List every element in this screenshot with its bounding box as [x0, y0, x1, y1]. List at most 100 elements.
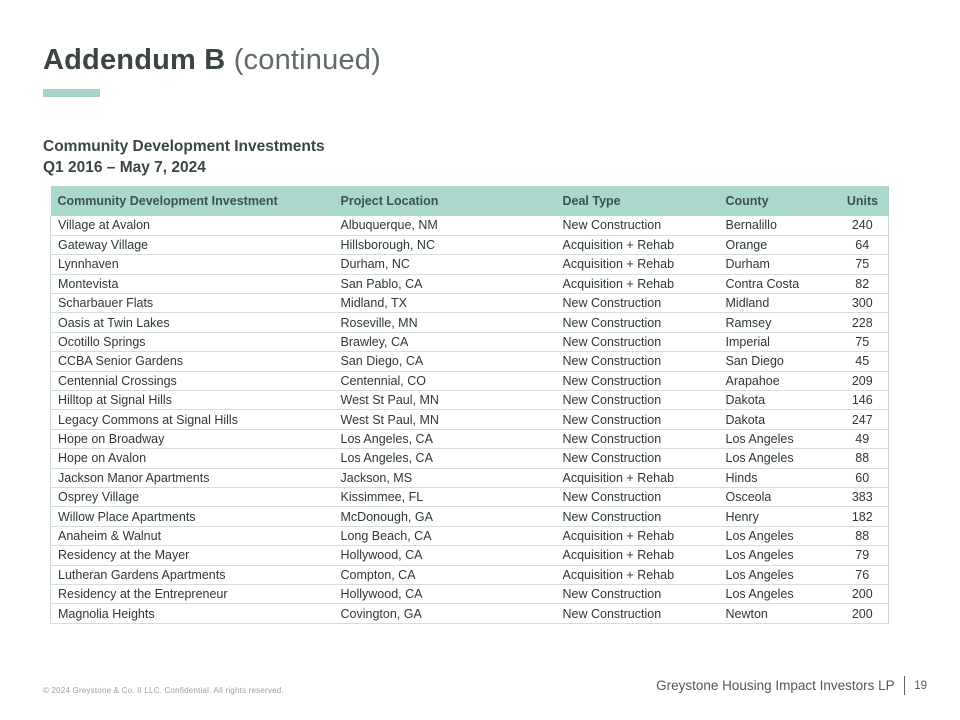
cell-location: Los Angeles, CA: [333, 429, 556, 450]
column-header-units: Units: [836, 186, 889, 216]
table-row: Gateway Village Hillsborough, NC Acquisiti…: [50, 235, 889, 256]
table-row: Hilltop at Signal Hills West St Paul, MN N…: [50, 390, 889, 411]
cell-location: Kissimmee, FL: [333, 487, 556, 508]
cell-units: 146: [836, 390, 889, 411]
cell-deal-type: New Construction: [555, 390, 719, 411]
footer-right: Greystone Housing Impact Investors LP 19: [656, 676, 927, 695]
cell-investment: Osprey Village: [50, 487, 334, 508]
cell-deal-type: New Construction: [555, 584, 719, 605]
cell-deal-type: New Construction: [555, 351, 719, 372]
cell-deal-type: Acquisition + Rehab: [555, 468, 719, 488]
table-row: Jackson Manor Apartments Jackson, MS Acqui…: [50, 468, 889, 488]
table-row: Lutheran Gardens Apartments Compton, CA Ac…: [50, 565, 889, 585]
cell-investment: Scharbauer Flats: [50, 293, 334, 314]
cell-county: Los Angeles: [718, 429, 837, 450]
page-title: Addendum B (continued): [43, 44, 381, 77]
table-row: CCBA Senior Gardens San Diego, CA New Cons…: [50, 351, 889, 372]
cell-county: Los Angeles: [718, 584, 837, 605]
cell-county: Newton: [718, 603, 837, 624]
cell-county: Contra Costa: [718, 274, 837, 295]
footer-company: Greystone Housing Impact Investors LP: [656, 678, 895, 693]
cell-county: Dakota: [718, 409, 837, 430]
table-row: Hope on Broadway Los Angeles, CA New Const…: [50, 429, 889, 450]
cell-units: 300: [836, 293, 889, 314]
cell-deal-type: Acquisition + Rehab: [555, 545, 719, 566]
cell-investment: CCBA Senior Gardens: [50, 351, 334, 372]
page-title-suffix: (continued): [225, 44, 381, 76]
cell-deal-type: New Construction: [555, 603, 719, 624]
cell-units: 182: [836, 506, 889, 527]
table-header: Community Development Investment Project …: [50, 186, 889, 216]
page-title-main: Addendum B: [43, 44, 226, 76]
cell-investment: Magnolia Heights: [50, 603, 334, 624]
cell-county: Bernalillo: [718, 216, 837, 236]
cell-location: Brawley, CA: [333, 332, 556, 353]
cell-location: West St Paul, MN: [333, 409, 556, 430]
cell-deal-type: Acquisition + Rehab: [555, 235, 719, 256]
footer-divider: [903, 676, 906, 695]
cell-location: West St Paul, MN: [333, 390, 556, 411]
cell-county: Orange: [718, 235, 837, 256]
cell-county: Henry: [718, 506, 837, 527]
cell-units: 383: [836, 487, 889, 508]
cell-units: 75: [836, 332, 889, 353]
cell-location: Hillsborough, NC: [333, 235, 556, 256]
cell-units: 82: [836, 274, 889, 295]
table-row: Osprey Village Kissimmee, FL New Construct…: [50, 487, 889, 508]
cell-investment: Centennial Crossings: [50, 371, 334, 392]
table-row: Montevista San Pablo, CA Acquisition + Reh…: [50, 274, 889, 295]
table-row: Anaheim & Walnut Long Beach, CA Acquisitio…: [50, 526, 889, 547]
cell-county: Dakota: [718, 390, 837, 411]
cell-investment: Anaheim & Walnut: [50, 526, 334, 547]
cell-units: 247: [836, 409, 889, 430]
cell-location: Covington, GA: [333, 603, 556, 624]
cell-location: Los Angeles, CA: [333, 448, 556, 469]
table-row: Oasis at Twin Lakes Roseville, MN New Cons…: [50, 312, 889, 333]
table-row: Lynnhaven Durham, NC Acquisition + Rehab Du…: [50, 254, 889, 275]
cell-location: Durham, NC: [333, 254, 556, 275]
table-row: Legacy Commons at Signal Hills West St Pa…: [50, 409, 889, 430]
section-subtitle: Community Development Investments Q1 201…: [43, 136, 325, 178]
cell-units: 200: [836, 584, 889, 605]
cell-county: Los Angeles: [718, 526, 837, 547]
cell-units: 76: [836, 565, 889, 585]
cell-investment: Jackson Manor Apartments: [50, 468, 334, 488]
cell-location: McDonough, GA: [333, 506, 556, 527]
cell-location: Hollywood, CA: [333, 545, 556, 566]
cell-location: Albuquerque, NM: [333, 216, 556, 236]
cell-units: 79: [836, 545, 889, 566]
table-row: Scharbauer Flats Midland, TX New Construct…: [50, 293, 889, 314]
column-header-county: County: [718, 186, 837, 216]
cell-investment: Willow Place Apartments: [50, 506, 334, 527]
cell-units: 45: [836, 351, 889, 372]
cell-deal-type: Acquisition + Rehab: [555, 254, 719, 275]
cell-deal-type: New Construction: [555, 332, 719, 353]
cell-location: San Diego, CA: [333, 351, 556, 372]
table-row: Residency at the Mayer Hollywood, CA Acqui…: [50, 545, 889, 566]
cell-units: 209: [836, 371, 889, 392]
subtitle-line-1: Community Development Investments: [43, 138, 325, 155]
cell-location: Centennial, CO: [333, 371, 556, 392]
cell-deal-type: Acquisition + Rehab: [555, 526, 719, 547]
cell-units: 240: [836, 216, 889, 236]
cell-location: Roseville, MN: [333, 312, 556, 333]
cell-county: Durham: [718, 254, 837, 275]
cell-location: Long Beach, CA: [333, 526, 556, 547]
cell-investment: Lynnhaven: [50, 254, 334, 275]
cell-deal-type: New Construction: [555, 293, 719, 314]
cell-location: Midland, TX: [333, 293, 556, 314]
cell-units: 49: [836, 429, 889, 450]
cell-investment: Ocotillo Springs: [50, 332, 334, 353]
cell-location: San Pablo, CA: [333, 274, 556, 295]
cell-county: Arapahoe: [718, 371, 837, 392]
table-row: Magnolia Heights Covington, GA New Constru…: [50, 603, 889, 624]
cell-investment: Oasis at Twin Lakes: [50, 312, 334, 333]
column-header-location: Project Location: [333, 186, 556, 216]
cell-county: Los Angeles: [718, 545, 837, 566]
table-row: Hope on Avalon Los Angeles, CA New Constru…: [50, 448, 889, 469]
cell-deal-type: New Construction: [555, 409, 719, 430]
cell-deal-type: New Construction: [555, 371, 719, 392]
cell-deal-type: New Construction: [555, 312, 719, 333]
cell-location: Jackson, MS: [333, 468, 556, 488]
